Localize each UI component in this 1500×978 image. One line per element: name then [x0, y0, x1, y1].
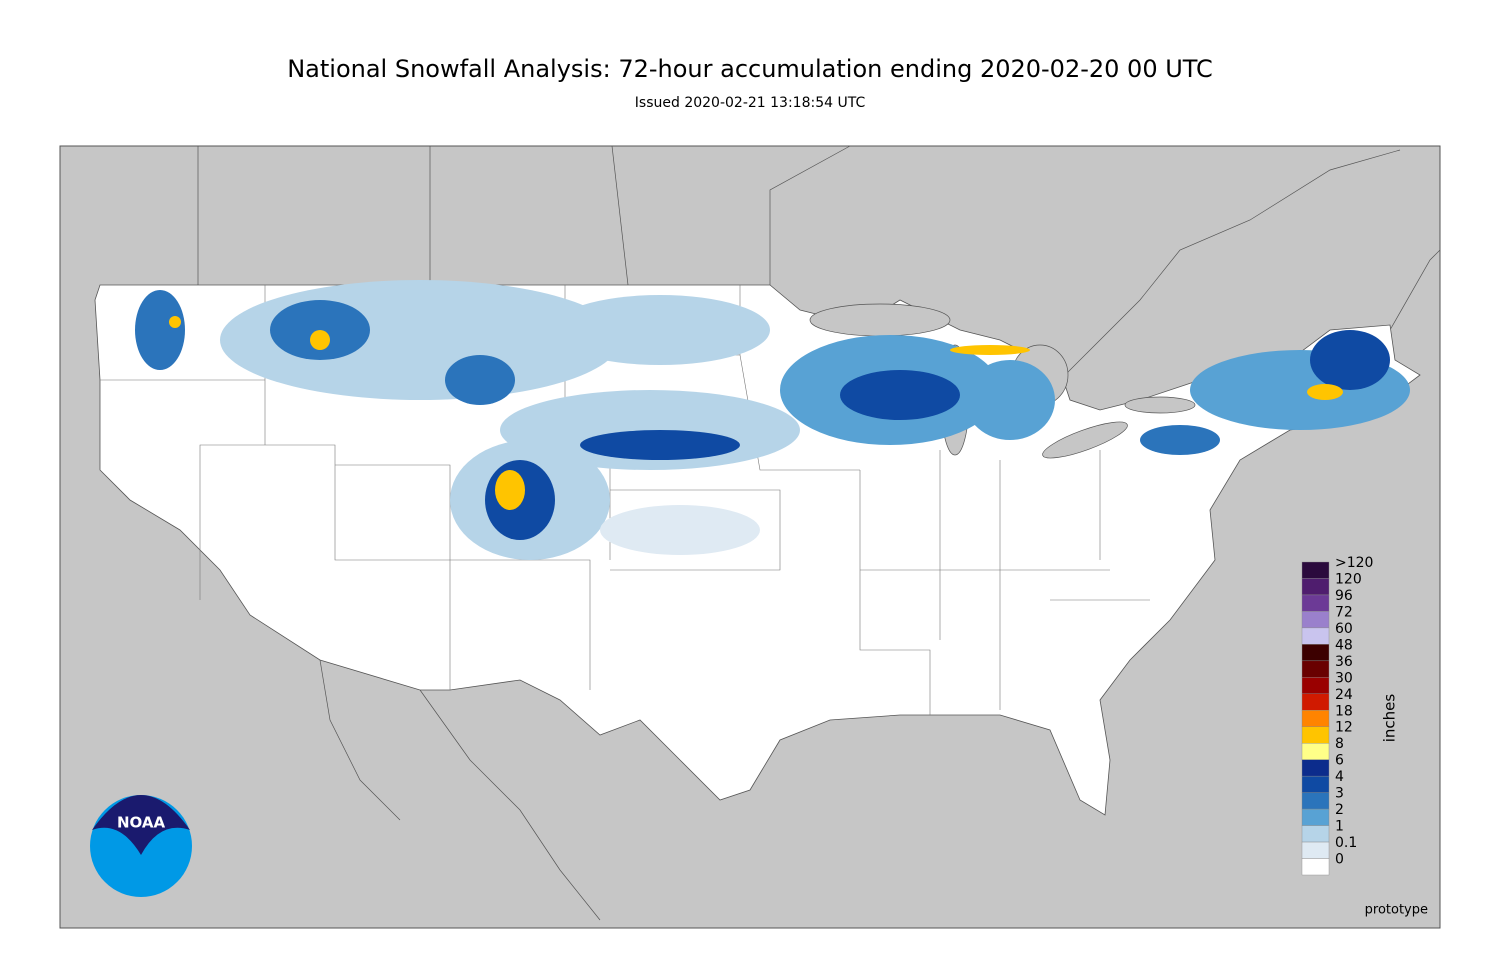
- legend-swatch: [1301, 858, 1330, 876]
- legend-swatch: [1301, 726, 1330, 744]
- legend-swatch: [1301, 611, 1330, 629]
- legend-level-label: 8: [1335, 736, 1344, 752]
- logo-text: NOAA: [117, 814, 166, 832]
- legend-level-label: 48: [1335, 637, 1353, 653]
- title: National Snowfall Analysis: 72-hour accu…: [287, 55, 1213, 83]
- legend-level-label: >120: [1335, 555, 1373, 571]
- legend-level-label: 30: [1335, 670, 1353, 686]
- legend-level-label: 4: [1335, 769, 1344, 785]
- legend-swatch: [1301, 578, 1330, 596]
- legend-swatch: [1301, 710, 1330, 727]
- legend-level-label: 6: [1335, 753, 1344, 769]
- legend-swatch: [1301, 775, 1330, 793]
- legend-swatch: [1301, 677, 1330, 694]
- legend-swatch: [1301, 644, 1330, 662]
- legend-swatch: [1301, 693, 1330, 711]
- note: prototype: [1365, 903, 1428, 918]
- legend-swatch: [1301, 660, 1330, 678]
- legend-level-label: 120: [1335, 571, 1362, 587]
- borders: [197, 145, 1441, 921]
- legend-level-label: 24: [1335, 687, 1353, 703]
- legend-level-label: 1: [1335, 819, 1344, 835]
- legend-level-label: 36: [1335, 654, 1353, 670]
- legend-swatch: [1301, 594, 1330, 612]
- state-lines: [100, 285, 1150, 715]
- legend-level-label: 18: [1335, 703, 1353, 719]
- map: NOAA prototype: [59, 145, 1441, 929]
- legend-swatch: [1301, 792, 1330, 810]
- legend-swatch: [1301, 743, 1330, 760]
- legend-level-label: 0.1: [1335, 835, 1357, 851]
- legend-level-label: 12: [1335, 720, 1353, 736]
- legend-swatch: [1301, 825, 1330, 843]
- legend-swatch: [1301, 808, 1330, 826]
- noaa-logo: NOAA: [90, 795, 192, 897]
- legend-swatch: [1301, 759, 1330, 777]
- snow: [135, 280, 1410, 560]
- legend-level-label: 3: [1335, 786, 1344, 802]
- legend-level-label: 0: [1335, 852, 1344, 868]
- legend-level-label: 72: [1335, 604, 1353, 620]
- legend-swatch: [1301, 627, 1330, 645]
- legend-swatch: [1301, 561, 1330, 579]
- legend-level-label: 96: [1335, 588, 1353, 604]
- legend-level-label: 60: [1335, 621, 1353, 637]
- legend: inches >1201209672604836302418128643210.…: [1301, 555, 1399, 876]
- legend-swatch: [1301, 841, 1330, 859]
- subtitle: Issued 2020-02-21 13:18:54 UTC: [635, 95, 866, 111]
- legend-level-label: 2: [1335, 802, 1344, 818]
- legend-label: inches: [1381, 694, 1399, 743]
